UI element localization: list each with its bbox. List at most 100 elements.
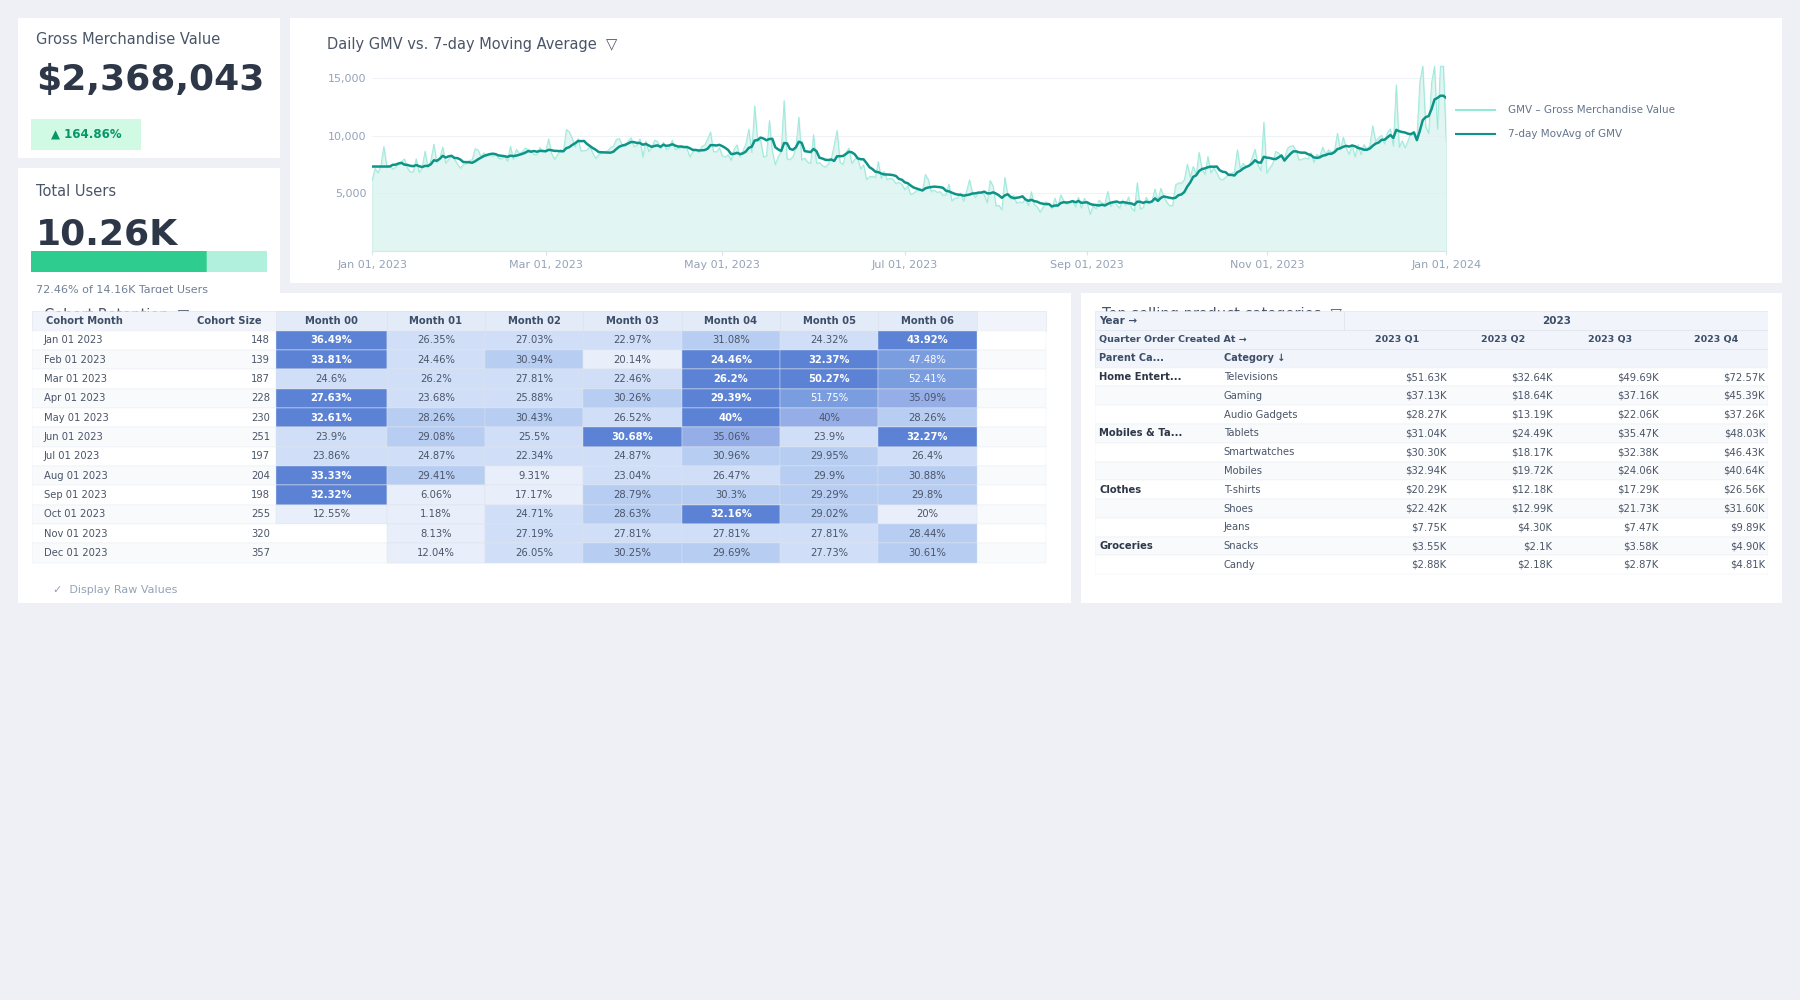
Text: $4.81K: $4.81K	[1730, 560, 1766, 570]
Text: Month 04: Month 04	[704, 316, 758, 326]
Text: Cohort Month: Cohort Month	[45, 316, 122, 326]
Text: 23.9%: 23.9%	[814, 432, 844, 442]
Text: 30.43%: 30.43%	[515, 413, 553, 423]
Text: 24.46%: 24.46%	[418, 355, 455, 365]
Text: $18.17K: $18.17K	[1510, 447, 1552, 457]
Text: 251: 251	[250, 432, 270, 442]
Text: $72.57K: $72.57K	[1723, 372, 1766, 382]
Text: 28.26%: 28.26%	[418, 413, 455, 423]
Text: Nov 01 2023: Nov 01 2023	[43, 529, 108, 539]
Text: $4.30K: $4.30K	[1517, 522, 1552, 532]
Text: $51.63K: $51.63K	[1404, 372, 1445, 382]
Text: Apr 01 2023: Apr 01 2023	[43, 393, 104, 403]
Text: 28.79%: 28.79%	[614, 490, 652, 500]
Bar	[583, 505, 682, 524]
Text: 29.8%: 29.8%	[913, 490, 943, 500]
Bar	[1096, 405, 1768, 424]
FancyBboxPatch shape	[16, 167, 281, 299]
Bar	[878, 524, 977, 543]
Text: Category ↓: Category ↓	[1224, 353, 1285, 363]
Text: Jun 01 2023: Jun 01 2023	[43, 432, 103, 442]
Text: 2023 Q1: 2023 Q1	[1375, 335, 1420, 344]
FancyBboxPatch shape	[16, 17, 281, 159]
Text: 43.92%: 43.92%	[907, 335, 949, 345]
Bar	[1096, 480, 1768, 499]
Bar	[32, 311, 1046, 331]
Bar	[1096, 349, 1768, 368]
Bar	[275, 485, 387, 505]
Bar	[779, 466, 878, 485]
Text: 24.46%: 24.46%	[709, 355, 752, 365]
Bar	[583, 485, 682, 505]
Text: 26.2%: 26.2%	[713, 374, 749, 384]
Text: $32.64K: $32.64K	[1510, 372, 1552, 382]
Text: 40%: 40%	[819, 413, 841, 423]
Text: 27.81%: 27.81%	[614, 529, 652, 539]
Text: Total Users: Total Users	[36, 184, 117, 199]
Bar	[484, 389, 583, 408]
Bar	[387, 447, 484, 466]
Bar	[484, 350, 583, 369]
Bar	[1096, 330, 1768, 349]
Text: 204: 204	[252, 471, 270, 481]
Text: 26.52%: 26.52%	[614, 413, 652, 423]
Text: T-shirts: T-shirts	[1224, 485, 1260, 495]
Bar	[1096, 443, 1768, 462]
Bar	[779, 447, 878, 466]
Bar	[484, 408, 583, 427]
Text: 22.34%: 22.34%	[515, 451, 553, 461]
Text: 357: 357	[250, 548, 270, 558]
Text: 29.29%: 29.29%	[810, 490, 848, 500]
Bar	[387, 466, 484, 485]
Bar	[32, 427, 1046, 447]
Bar	[878, 389, 977, 408]
Text: 27.81%: 27.81%	[515, 374, 553, 384]
Bar	[484, 543, 583, 563]
Bar	[484, 369, 583, 389]
Bar	[387, 543, 484, 563]
Text: 23.9%: 23.9%	[315, 432, 347, 442]
Text: 30.68%: 30.68%	[612, 432, 653, 442]
Text: 23.86%: 23.86%	[313, 451, 351, 461]
Text: Month 01: Month 01	[409, 316, 463, 326]
Bar	[32, 524, 1046, 543]
Text: Dec 01 2023: Dec 01 2023	[43, 548, 108, 558]
Text: 22.97%: 22.97%	[614, 335, 652, 345]
Text: 27.03%: 27.03%	[515, 335, 553, 345]
Text: 72.46% of 14.16K Target Users: 72.46% of 14.16K Target Users	[36, 285, 209, 295]
Text: Mobiles & Ta...: Mobiles & Ta...	[1100, 428, 1183, 438]
Text: 24.6%: 24.6%	[315, 374, 347, 384]
Text: $32.94K: $32.94K	[1404, 466, 1445, 476]
Bar	[878, 408, 977, 427]
Text: 32.32%: 32.32%	[311, 490, 353, 500]
Text: 198: 198	[250, 490, 270, 500]
Bar	[32, 331, 1046, 350]
Text: 32.16%: 32.16%	[709, 509, 752, 519]
Bar	[682, 427, 779, 447]
Text: $37.13K: $37.13K	[1404, 391, 1445, 401]
Text: $24.06K: $24.06K	[1616, 466, 1660, 476]
Text: 26.4%: 26.4%	[913, 451, 943, 461]
Bar	[779, 427, 878, 447]
Text: Month 02: Month 02	[508, 316, 560, 326]
Bar	[682, 389, 779, 408]
Text: $46.43K: $46.43K	[1724, 447, 1766, 457]
Text: 35.09%: 35.09%	[909, 393, 947, 403]
Text: $20.29K: $20.29K	[1404, 485, 1445, 495]
Text: 320: 320	[252, 529, 270, 539]
Bar	[484, 466, 583, 485]
Bar	[1096, 368, 1768, 386]
Text: $3.58K: $3.58K	[1624, 541, 1660, 551]
Bar	[583, 311, 682, 331]
Text: $24.49K: $24.49K	[1510, 428, 1552, 438]
Bar	[275, 369, 387, 389]
Text: $4.90K: $4.90K	[1730, 541, 1766, 551]
Text: $31.60K: $31.60K	[1723, 504, 1766, 514]
Text: Cohort Retention  ▽: Cohort Retention ▽	[45, 307, 189, 322]
Text: Cohort Size: Cohort Size	[198, 316, 263, 326]
Bar	[1096, 311, 1768, 330]
Bar	[387, 389, 484, 408]
Bar	[682, 331, 779, 350]
Text: Oct 01 2023: Oct 01 2023	[43, 509, 104, 519]
Bar	[1096, 462, 1768, 480]
